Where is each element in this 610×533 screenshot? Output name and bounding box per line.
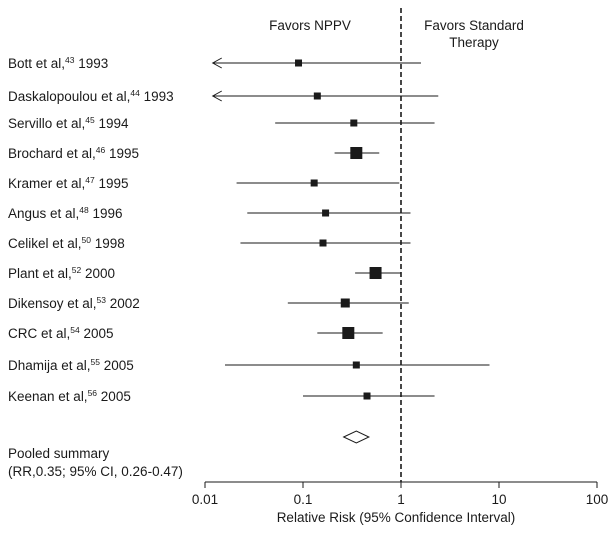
point-estimate	[340, 298, 350, 308]
study-author: Brochard et al,	[8, 146, 96, 161]
study-author: Angus et al,	[8, 206, 79, 221]
study-author: Bott et al,	[8, 56, 65, 71]
study-row: Daskalopoulou et al,44 1993	[8, 88, 439, 104]
study-ref: 44	[130, 88, 140, 98]
study-row: Dikensoy et al,53 2002	[8, 295, 409, 311]
point-estimate	[350, 147, 363, 159]
study-ref: 52	[72, 265, 82, 275]
x-tick-label: 100	[586, 492, 609, 507]
pooled-label-line1: Pooled summary	[8, 446, 110, 461]
study-author: Keenan et al,	[8, 389, 88, 404]
point-estimate	[295, 59, 303, 67]
study-label: Plant et al,52 2000	[8, 265, 115, 281]
study-year: 2005	[100, 358, 134, 373]
study-label: Celikel et al,50 1998	[8, 235, 125, 251]
study-year: 1993	[140, 89, 174, 104]
study-year: 2002	[106, 296, 140, 311]
study-label: CRC et al,54 2005	[8, 325, 114, 341]
study-year: 1995	[95, 176, 129, 191]
point-estimate	[352, 361, 360, 369]
point-estimate	[363, 392, 371, 400]
study-author: Plant et al,	[8, 266, 72, 281]
x-tick-label: 0.01	[192, 492, 218, 507]
study-ref: 47	[85, 175, 95, 185]
study-year: 2005	[80, 326, 114, 341]
chart-header: Favors NPPV Favors Standard Therapy	[269, 18, 524, 50]
point-estimate	[322, 209, 330, 217]
study-author: Dikensoy et al,	[8, 296, 97, 311]
pooled-summary: Pooled summary (RR,0.35; 95% CI, 0.26-0.…	[8, 430, 371, 479]
study-row: Brochard et al,46 1995	[8, 145, 380, 161]
study-year: 1996	[89, 206, 123, 221]
x-tick-label: 0.1	[294, 492, 313, 507]
study-label: Keenan et al,56 2005	[8, 388, 131, 404]
pooled-label-line2: (RR,0.35; 95% CI, 0.26-0.47)	[8, 464, 183, 479]
study-label: Brochard et al,46 1995	[8, 145, 139, 161]
study-row: Kramer et al,47 1995	[8, 175, 400, 191]
study-ref: 46	[96, 145, 106, 155]
study-year: 1998	[91, 236, 125, 251]
study-label: Dhamija et al,55 2005	[8, 357, 134, 373]
study-row: Bott et al,43 1993	[8, 55, 422, 71]
study-label: Bott et al,43 1993	[8, 55, 108, 71]
pooled-diamond	[342, 430, 371, 444]
study-row: Celikel et al,50 1998	[8, 235, 411, 251]
ci-arrow	[211, 90, 223, 102]
point-estimate	[313, 92, 321, 100]
point-estimate	[319, 239, 327, 247]
study-row: Servillo et al,45 1994	[8, 115, 435, 131]
study-label: Dikensoy et al,53 2002	[8, 295, 140, 311]
study-label: Angus et al,48 1996	[8, 205, 123, 221]
x-axis-label: Relative Risk (95% Confidence Interval)	[277, 510, 516, 525]
study-author: Dhamija et al,	[8, 358, 91, 373]
study-ref: 43	[65, 55, 75, 65]
point-estimate	[310, 179, 318, 187]
study-year: 1995	[105, 146, 139, 161]
x-tick-label: 10	[491, 492, 506, 507]
header-favors-standard-line1: Favors Standard	[424, 18, 524, 33]
study-year: 1993	[75, 56, 109, 71]
study-ref: 45	[85, 115, 95, 125]
point-estimate	[342, 327, 355, 339]
study-ref: 48	[79, 205, 89, 215]
study-ref: 56	[88, 388, 98, 398]
study-row: Angus et al,48 1996	[8, 205, 411, 221]
study-year: 2005	[97, 389, 131, 404]
header-favors-standard-line2: Therapy	[449, 35, 499, 50]
x-tick-label: 1	[397, 492, 405, 507]
study-row: Plant et al,52 2000	[8, 265, 401, 281]
ci-arrow	[211, 57, 223, 69]
study-year: 2000	[81, 266, 115, 281]
study-author: Kramer et al,	[8, 176, 85, 191]
study-label: Daskalopoulou et al,44 1993	[8, 88, 174, 104]
study-label: Servillo et al,45 1994	[8, 115, 129, 131]
study-ref: 54	[70, 325, 80, 335]
study-author: Servillo et al,	[8, 116, 85, 131]
study-row: Dhamija et al,55 2005	[8, 357, 490, 373]
study-author: Celikel et al,	[8, 236, 82, 251]
study-ref: 55	[91, 357, 101, 367]
study-author: CRC et al,	[8, 326, 70, 341]
study-row: CRC et al,54 2005	[8, 325, 383, 341]
study-ref: 50	[82, 235, 92, 245]
x-axis: 0.01 0.1 1 10 100	[192, 481, 609, 507]
study-author: Daskalopoulou et al,	[8, 89, 130, 104]
point-estimate	[350, 119, 358, 127]
study-ref: 53	[97, 295, 107, 305]
study-row: Keenan et al,56 2005	[8, 388, 435, 404]
study-label: Kramer et al,47 1995	[8, 175, 129, 191]
study-year: 1994	[95, 116, 129, 131]
point-estimate	[369, 267, 382, 279]
header-favors-nppv: Favors NPPV	[269, 18, 351, 33]
